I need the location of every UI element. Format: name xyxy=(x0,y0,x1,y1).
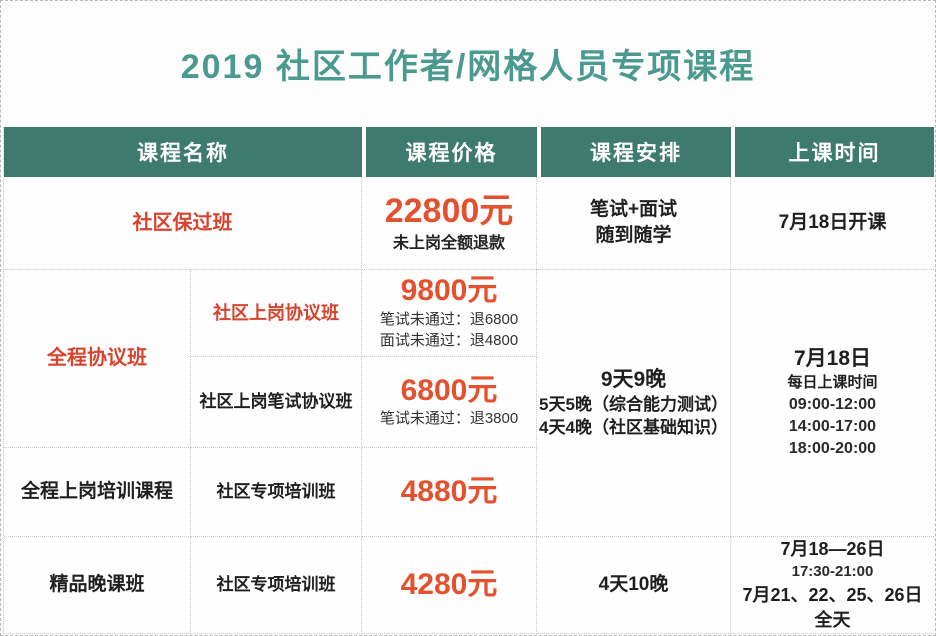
table-cell-written-agreement-name: 社区上岗笔试协议班 xyxy=(191,357,362,448)
time-date: 7月18—26日 xyxy=(780,539,885,560)
header-course-name: 课程名称 xyxy=(4,127,362,177)
refund-note: 笔试未通过：退6800 xyxy=(379,310,519,328)
table-cell-group-schedule: 9天9晚 5天5晚（综合能力测试） 4天4晚（社区基础知识） xyxy=(537,270,731,537)
schedule-line: 4天10晚 xyxy=(598,574,669,596)
table-cell-evening-class-schedule: 4天10晚 xyxy=(537,537,731,634)
schedule-line: 随到随学 xyxy=(595,225,672,246)
title-zone: 2019 社区工作者/网格人员专项课程 xyxy=(0,0,936,127)
table-cell-training-course-name: 全程上岗培训课程 xyxy=(4,448,191,537)
price-value: 22800元 xyxy=(384,191,514,230)
course-name-label: 精品晚课班 xyxy=(49,574,145,596)
price-value: 4880元 xyxy=(400,474,498,508)
table-row-cell-guarantee-class-name: 社区保过班 xyxy=(4,177,362,270)
table-cell-written-agreement-price: 6800元 笔试未通过：退3800 xyxy=(362,357,537,448)
price-value: 9800元 xyxy=(400,274,498,307)
subcourse-name-label: 社区专项培训班 xyxy=(216,481,336,501)
schedule-line: 笔试+面试 xyxy=(589,199,678,221)
table-cell-group-time: 7月18日 每日上课时间 09:00-12:00 14:00-17:00 18:… xyxy=(731,270,934,537)
course-pricing-table: 课程名称 课程价格 课程安排 上课时间 社区保过班 22800元 未上岗全额退款… xyxy=(3,127,934,634)
table-cell-agreement-group-name: 全程协议班 xyxy=(4,270,191,448)
refund-note: 笔试未通过：退3800 xyxy=(379,410,519,428)
table-row-cell-guarantee-class-price: 22800元 未上岗全额退款 xyxy=(362,177,537,270)
course-name-label: 全程协议班 xyxy=(47,347,147,369)
time-label: 7月18日开课 xyxy=(778,212,887,234)
table-cell-evening-class-name: 精品晚课班 xyxy=(4,537,191,634)
time-caption: 每日上课时间 xyxy=(787,374,878,392)
schedule-line: 9天9晚 xyxy=(600,367,667,391)
table-cell-onboard-agreement-price: 9800元 笔试未通过：退6800 面试未通过：退4800 xyxy=(362,270,537,357)
time-slot: 18:00-20:00 xyxy=(788,440,877,458)
time-date: 7月21、22、25、26日全天 xyxy=(742,584,923,630)
table-cell-training-course-price: 4880元 xyxy=(362,448,537,537)
table-cell-evening-class-price: 4280元 xyxy=(362,537,537,634)
page-title: 2019 社区工作者/网格人员专项课程 xyxy=(180,48,756,86)
header-course-schedule: 课程安排 xyxy=(537,127,731,177)
schedule-line: 5天5晚（综合能力测试） xyxy=(539,395,728,415)
time-date: 7月18日 xyxy=(793,347,872,371)
refund-note: 面试未通过：退4800 xyxy=(379,332,519,350)
schedule-line: 4天4晚（社区基础知识） xyxy=(539,418,728,438)
course-name-label: 社区保过班 xyxy=(132,211,233,234)
table-row-cell-guarantee-class-time: 7月18日开课 xyxy=(731,177,934,270)
price-note: 未上岗全额退款 xyxy=(392,234,505,252)
table-row-cell-guarantee-class-schedule: 笔试+面试 随到随学 xyxy=(537,177,731,270)
time-slot: 17:30-21:00 xyxy=(791,563,874,581)
table-cell-evening-class-time: 7月18—26日 17:30-21:00 7月21、22、25、26日全天 xyxy=(731,537,934,634)
header-class-time: 上课时间 xyxy=(731,127,934,177)
price-value: 6800元 xyxy=(400,373,498,407)
table-cell-training-course-subname: 社区专项培训班 xyxy=(191,448,362,537)
subcourse-name-label: 社区上岗协议班 xyxy=(213,302,339,323)
table-cell-evening-class-subname: 社区专项培训班 xyxy=(191,537,362,634)
time-slot: 14:00-17:00 xyxy=(788,418,877,436)
subcourse-name-label: 社区专项培训班 xyxy=(216,574,336,594)
subcourse-name-label: 社区上岗笔试协议班 xyxy=(199,391,353,411)
course-name-label: 全程上岗培训课程 xyxy=(20,481,173,503)
price-value: 4280元 xyxy=(400,567,498,601)
time-slot: 09:00-12:00 xyxy=(788,395,877,413)
table-cell-onboard-agreement-name: 社区上岗协议班 xyxy=(191,270,362,357)
header-course-price: 课程价格 xyxy=(362,127,537,177)
